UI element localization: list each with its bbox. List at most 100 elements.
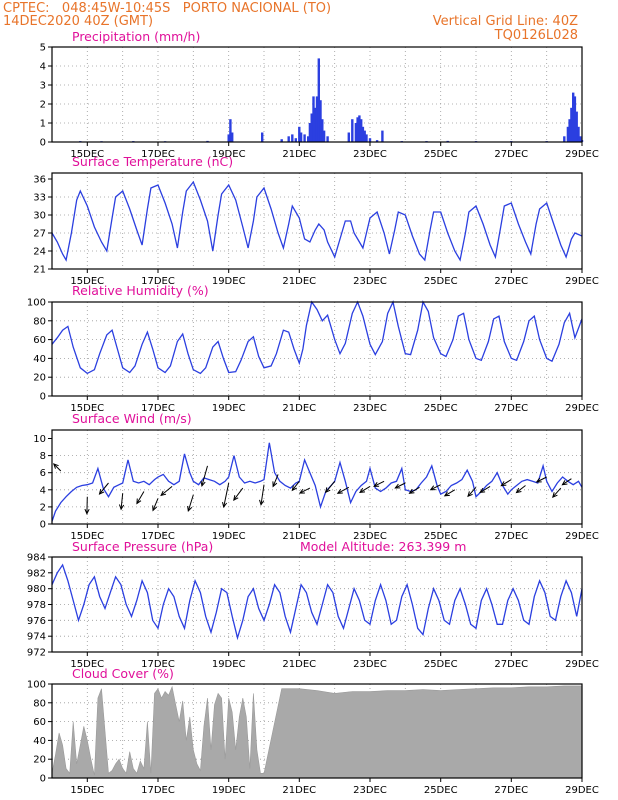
pressure-date-label: 29DEC — [565, 659, 599, 670]
rh-ytick-label: 80 — [33, 316, 46, 327]
wind-arrow-shaft — [233, 487, 244, 501]
header-station: CPTEC: 048:45W-10:45S PORTO NACIONAL (TO… — [3, 1, 331, 16]
cloud-date-label: 29DEC — [565, 785, 599, 796]
pressure-ytick-label: 980 — [27, 584, 46, 595]
precip-bar — [307, 136, 310, 142]
header-grid-line: Vertical Grid Line: 40Z — [433, 14, 578, 29]
wind-arrow-shaft — [99, 482, 109, 495]
wind-arrow-shaft — [160, 486, 173, 496]
wind-arrow-head — [52, 463, 59, 469]
temp-series-line — [51, 180, 583, 262]
rh-date-label: 27DEC — [494, 403, 528, 414]
precip-bar — [579, 136, 582, 142]
pressure-date-label: 23DEC — [353, 659, 387, 670]
wind-arrow-head — [552, 492, 558, 498]
precip-bar — [312, 96, 315, 142]
precip-bar — [356, 117, 359, 142]
temp-panel: 21 24 27 30 33 36 15DEC 17DEC 19DEC 21DEC 23DEC 25D… — [33, 172, 599, 287]
precip-bar — [310, 113, 313, 142]
wind-arrow-head — [373, 481, 380, 487]
wind-panel: 0 2 4 6 8 10 15DEC 17DEC 19DEC 21DEC 23DEC 25DEC 27D… — [33, 429, 599, 542]
precip-bar — [287, 136, 290, 142]
wind-arrow-shaft — [325, 480, 336, 493]
wind-arrow-head — [479, 487, 486, 494]
wind-arrow-shaft — [53, 463, 62, 472]
temp-ytick-label: 30 — [33, 211, 46, 222]
wind-ytick-label: 4 — [40, 485, 46, 496]
wind-arrow-head — [561, 480, 568, 486]
precip-ytick-label: 1 — [40, 119, 46, 130]
precip-ytick-label: 4 — [40, 62, 46, 73]
temp-date-label: 25DEC — [424, 276, 458, 287]
precip-bar — [317, 58, 320, 142]
precip-bar — [321, 119, 324, 142]
cloud-ytick-label: 40 — [33, 736, 46, 747]
cloud-ytick-label: 100 — [27, 680, 46, 691]
precip-bar — [375, 140, 379, 142]
temp-date-label: 19DEC — [212, 276, 246, 287]
wind-arrow-head — [222, 501, 228, 509]
rh-date-label: 15DEC — [70, 403, 104, 414]
rh-date-label: 29DEC — [565, 403, 599, 414]
pressure-date-label: 19DEC — [212, 659, 246, 670]
precip-bar — [351, 119, 354, 142]
temp-ytick-label: 36 — [33, 175, 46, 186]
wind-arrow-head — [336, 488, 343, 494]
wind-arrow-shaft — [359, 485, 371, 493]
pressure-date-label: 27DEC — [494, 659, 528, 670]
wind-arrow-shaft — [409, 486, 420, 494]
rh-ytick-label: 100 — [27, 298, 46, 309]
wind-frame — [51, 429, 583, 525]
precip-date-label: 27DEC — [494, 149, 528, 160]
wind-arrow-shaft — [430, 484, 441, 491]
precip-ytick-label: 5 — [40, 43, 46, 54]
wind-arrow-shaft — [373, 480, 385, 487]
wind-date-label: 15DEC — [70, 531, 104, 542]
rh-title: Relative Humidity (%) — [72, 283, 209, 298]
rh-series-line — [51, 299, 583, 375]
pressure-altitude-note: Model Altitude: 263.399 m — [300, 539, 466, 554]
precip-bar — [563, 136, 566, 142]
temp-date-label: 27DEC — [494, 276, 528, 287]
wind-arrow-head — [84, 508, 90, 515]
precip-bar — [363, 130, 366, 142]
wind-arrow-shaft — [260, 484, 265, 505]
precip-panel: 0 1 2 3 4 5 15DEC 17DEC 19DEC 21DEC 23DEC 25DEC 27DE… — [40, 43, 599, 161]
precip-bar — [315, 96, 319, 142]
wind-date-label: 19DEC — [212, 531, 246, 542]
precip-frame — [51, 46, 583, 143]
wind-arrow-head — [443, 491, 450, 497]
temp-ytick-label: 21 — [33, 265, 46, 276]
rh-ytick-label: 60 — [33, 335, 46, 346]
wind-ytick-label: 2 — [40, 502, 46, 513]
cloud-ytick-label: 60 — [33, 717, 46, 728]
wind-arrow-shaft — [223, 482, 230, 508]
precip-bar — [308, 123, 312, 142]
wind-date-label: 27DEC — [494, 531, 528, 542]
wind-ytick-label: 0 — [40, 520, 46, 531]
pressure-ytick-label: 976 — [27, 616, 46, 627]
wind-arrow-head — [118, 504, 125, 511]
precip-bar — [572, 92, 575, 142]
precip-bar — [347, 132, 350, 142]
cloud-panel: 0 20 40 60 80 100 15DEC 17DEC 19DEC 21DEC 23DEC 25D… — [27, 680, 599, 797]
wind-arrow-shaft — [152, 498, 159, 511]
rh-frame — [51, 301, 583, 397]
precip-bar — [314, 107, 317, 142]
wind-arrow-head — [187, 505, 193, 512]
wind-arrow-head — [152, 505, 158, 512]
wind-arrow-head — [160, 490, 167, 497]
wind-arrow-shaft — [272, 474, 279, 487]
cloud-date-label: 17DEC — [141, 785, 175, 796]
temp-ytick-label: 27 — [33, 229, 46, 240]
pressure-ytick-label: 974 — [27, 632, 46, 643]
pressure-ytick-label: 978 — [27, 600, 46, 611]
precip-bar — [365, 134, 368, 142]
rh-ytick-label: 0 — [40, 392, 46, 403]
precip-bar — [326, 136, 329, 142]
wind-arrow-shaft — [467, 486, 477, 497]
wind-series-line — [51, 442, 583, 522]
rh-date-label: 21DEC — [282, 403, 316, 414]
precip-bar — [360, 119, 363, 142]
